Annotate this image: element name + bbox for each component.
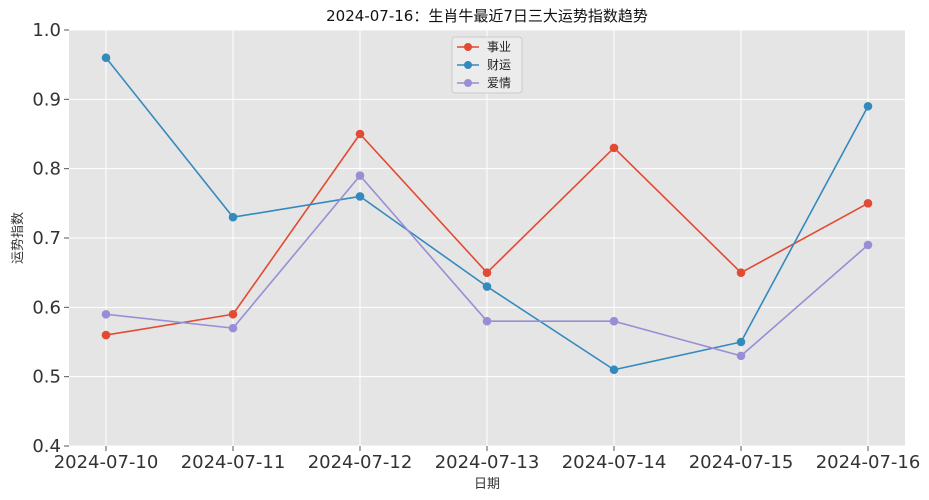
x-axis-title: 日期 bbox=[474, 477, 500, 492]
y-tick-label: 0.6 bbox=[32, 297, 61, 318]
data-point bbox=[482, 282, 492, 291]
x-tick-label: 2024-07-15 bbox=[689, 452, 794, 473]
series-1 bbox=[101, 129, 873, 340]
axes: 0.4 0.5 0.6 0.7 0.8 0.9 1.0 2024-07-10 2024-07-1… bbox=[32, 20, 920, 473]
data-point bbox=[863, 240, 873, 250]
legend-box bbox=[451, 36, 523, 94]
series-layer bbox=[101, 53, 873, 375]
data-point bbox=[101, 330, 111, 340]
y-tick-label: 0.5 bbox=[32, 367, 61, 388]
x-tick-label: 2024-07-12 bbox=[308, 452, 413, 473]
x-tick-label: 2024-07-13 bbox=[435, 452, 540, 473]
legend-label: 爱情 bbox=[487, 76, 511, 90]
data-point bbox=[101, 53, 111, 63]
data-point bbox=[609, 143, 619, 153]
chart-title: 2024-07-16：生肖牛最近7日三大运势指数趋势 bbox=[326, 7, 648, 25]
y-tick-label: 0.7 bbox=[32, 228, 61, 249]
data-point bbox=[355, 171, 365, 180]
data-point bbox=[482, 316, 492, 326]
legend-marker bbox=[464, 79, 472, 87]
data-point bbox=[101, 309, 111, 319]
legend-label: 财运 bbox=[487, 58, 511, 72]
series-2 bbox=[101, 53, 873, 375]
series-3 bbox=[101, 171, 873, 361]
data-point bbox=[228, 309, 238, 319]
data-point bbox=[736, 351, 746, 361]
data-point bbox=[736, 337, 746, 347]
data-point bbox=[355, 192, 365, 201]
data-point bbox=[863, 101, 873, 111]
data-point bbox=[228, 212, 238, 222]
y-axis-title: 运势指数 bbox=[10, 212, 26, 264]
data-point bbox=[355, 129, 365, 139]
data-point bbox=[863, 199, 873, 208]
data-point bbox=[482, 268, 492, 277]
grid bbox=[69, 29, 905, 447]
y-tick-label: 0.9 bbox=[32, 89, 61, 110]
y-tick-label: 0.8 bbox=[32, 159, 61, 180]
y-tick-label: 0.4 bbox=[32, 436, 61, 457]
x-tick-label: 2024-07-14 bbox=[562, 452, 667, 473]
data-point bbox=[609, 316, 619, 326]
x-tick-label: 2024-07-11 bbox=[181, 452, 286, 473]
data-point bbox=[609, 365, 619, 375]
legend-label: 事业 bbox=[487, 40, 511, 54]
legend-marker bbox=[464, 61, 472, 69]
x-tick-label: 2024-07-10 bbox=[54, 452, 159, 473]
x-tick-label: 2024-07-16 bbox=[816, 452, 921, 473]
data-point bbox=[736, 268, 746, 277]
data-point bbox=[228, 323, 238, 333]
y-tick-label: 1.0 bbox=[32, 20, 61, 41]
legend-marker bbox=[464, 43, 472, 51]
